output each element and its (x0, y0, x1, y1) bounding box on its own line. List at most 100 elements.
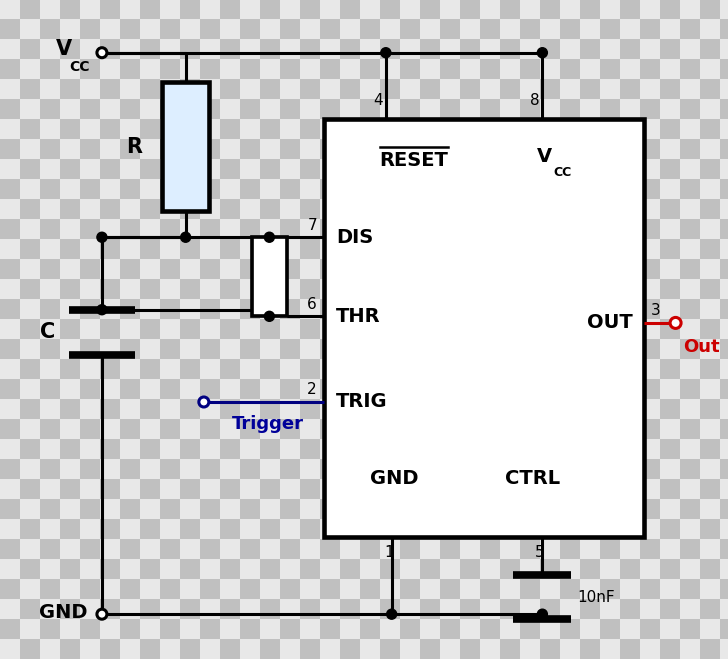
Bar (420, 479, 440, 499)
Bar (100, 599, 120, 619)
Bar (680, 0, 700, 19)
Bar (720, 79, 728, 99)
Bar (260, 579, 280, 599)
Bar (600, 79, 620, 99)
Bar (580, 219, 600, 239)
Bar (660, 359, 680, 379)
Bar (340, 379, 360, 399)
Bar (280, 599, 300, 619)
Bar (540, 439, 560, 459)
Bar (260, 299, 280, 319)
Bar (720, 399, 728, 419)
Bar (660, 639, 680, 659)
Bar (280, 159, 300, 179)
Bar (180, 159, 200, 179)
Bar (300, 159, 320, 179)
Bar (20, 539, 40, 559)
Bar (600, 279, 620, 299)
Bar (540, 479, 560, 499)
Bar (260, 399, 280, 419)
Bar (300, 359, 320, 379)
Bar (680, 339, 700, 359)
Text: 10nF: 10nF (577, 590, 615, 604)
Bar (360, 319, 380, 339)
Bar (620, 559, 640, 579)
Bar (180, 19, 200, 39)
Bar (380, 239, 400, 259)
Bar (680, 519, 700, 539)
Bar (720, 59, 728, 79)
Bar (380, 0, 400, 19)
Bar (440, 299, 460, 319)
Bar (280, 59, 300, 79)
Bar (460, 199, 480, 219)
Bar (500, 439, 520, 459)
Bar (460, 619, 480, 639)
Bar (20, 619, 40, 639)
Bar (160, 519, 180, 539)
Bar (140, 599, 160, 619)
Bar (540, 159, 560, 179)
Bar (180, 559, 200, 579)
Bar (600, 399, 620, 419)
Bar (420, 179, 440, 199)
Bar (240, 579, 260, 599)
Bar (380, 639, 400, 659)
Bar (280, 99, 300, 119)
Bar (220, 319, 240, 339)
Bar (120, 119, 140, 139)
Bar (40, 479, 60, 499)
Bar (660, 339, 680, 359)
Bar (560, 119, 580, 139)
Bar (140, 619, 160, 639)
Bar (120, 379, 140, 399)
Bar (580, 259, 600, 279)
Bar (240, 239, 260, 259)
Bar (200, 379, 220, 399)
Bar (60, 639, 80, 659)
Bar (260, 159, 280, 179)
Bar (40, 519, 60, 539)
Bar (640, 479, 660, 499)
Bar (100, 239, 120, 259)
Bar (260, 259, 280, 279)
Bar (520, 459, 540, 479)
Bar (320, 479, 340, 499)
Bar (120, 19, 140, 39)
Bar (140, 179, 160, 199)
Bar (160, 259, 180, 279)
Bar (120, 419, 140, 439)
Bar (480, 119, 500, 139)
Bar (300, 0, 320, 19)
Bar (220, 39, 240, 59)
Bar (440, 199, 460, 219)
Bar (720, 519, 728, 539)
Bar (380, 319, 400, 339)
Bar (300, 419, 320, 439)
Bar (260, 559, 280, 579)
Bar (80, 0, 100, 19)
Bar (280, 619, 300, 639)
Bar (540, 279, 560, 299)
Bar (520, 559, 540, 579)
Bar (320, 399, 340, 419)
Bar (360, 479, 380, 499)
Bar (380, 159, 400, 179)
Bar (420, 359, 440, 379)
Text: TRIG: TRIG (336, 393, 387, 411)
Bar (680, 599, 700, 619)
Bar (400, 539, 420, 559)
Bar (700, 99, 720, 119)
Bar (220, 419, 240, 439)
Bar (20, 19, 40, 39)
Bar (40, 59, 60, 79)
Bar (280, 119, 300, 139)
Bar (600, 599, 620, 619)
Bar (540, 419, 560, 439)
Bar (360, 399, 380, 419)
Bar (60, 39, 80, 59)
Bar (480, 579, 500, 599)
Bar (460, 579, 480, 599)
Bar (80, 439, 100, 459)
Circle shape (97, 47, 107, 58)
